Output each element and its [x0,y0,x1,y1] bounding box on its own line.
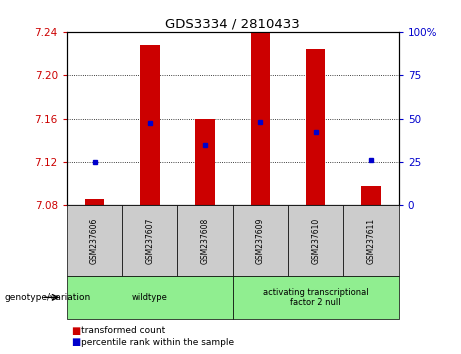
Bar [195,119,215,205]
Bar [361,186,381,205]
Text: genotype/variation: genotype/variation [5,293,91,302]
Text: ■: ■ [71,337,81,347]
Text: GSM237609: GSM237609 [256,217,265,264]
Bar [140,45,160,205]
Bar [251,32,270,205]
Text: transformed count: transformed count [81,326,165,335]
Bar [85,199,104,205]
Text: activating transcriptional
factor 2 null: activating transcriptional factor 2 null [263,288,369,307]
Text: ■: ■ [71,326,81,336]
Text: GSM237608: GSM237608 [201,218,210,264]
Text: GSM237610: GSM237610 [311,218,320,264]
Bar [306,49,325,205]
Text: GSM237611: GSM237611 [366,218,376,264]
Text: percentile rank within the sample: percentile rank within the sample [81,338,234,347]
Title: GDS3334 / 2810433: GDS3334 / 2810433 [165,18,300,31]
Text: GSM237606: GSM237606 [90,217,99,264]
Text: wildtype: wildtype [132,293,168,302]
Text: GSM237607: GSM237607 [145,217,154,264]
